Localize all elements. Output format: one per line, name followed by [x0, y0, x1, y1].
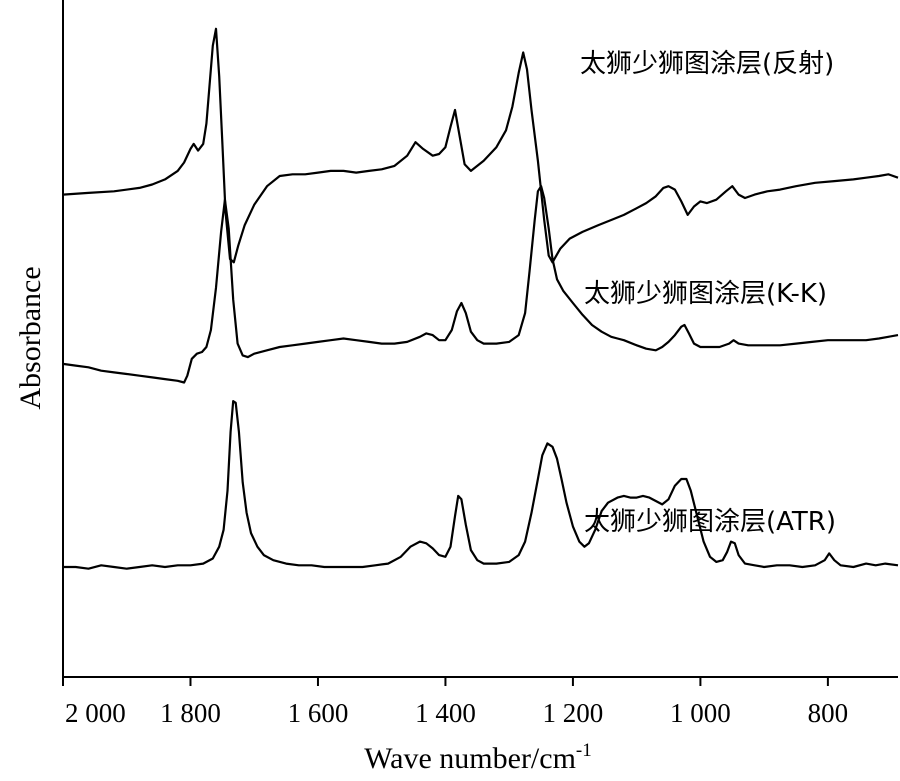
x-tick-label-4: 1 200	[543, 698, 604, 728]
spectra-series	[62, 27, 899, 570]
series-label-1: 太狮少狮图涂层(K-K)	[584, 279, 827, 309]
series-line-2	[63, 400, 899, 570]
x-tick-label-5: 1 000	[670, 698, 731, 728]
x-tick-label-2: 1 600	[288, 698, 349, 728]
x-axis-ticks: 2 000 1 800 1 600 1 400 1 200 1 000 800	[62, 677, 849, 728]
series-label-2: 太狮少狮图涂层(ATR)	[584, 507, 836, 537]
series-label-0: 太狮少狮图涂层(反射)	[580, 49, 834, 79]
x-tick-label-3: 1 400	[415, 698, 476, 728]
series-labels: 太狮少狮图涂层(反射) 太狮少狮图涂层(K-K) 太狮少狮图涂层(ATR)	[580, 49, 836, 537]
x-axis	[62, 0, 898, 678]
x-tick-label-6: 800	[808, 698, 849, 728]
x-tick-label-0: 2 000	[65, 698, 126, 728]
x-tick-label-1: 1 800	[160, 698, 221, 728]
series-line-1	[62, 185, 899, 384]
x-axis-title-superscript: -1	[576, 740, 592, 761]
series-line-0	[62, 27, 899, 264]
x-axis-title: Wave number/cm-1	[364, 740, 592, 775]
y-axis-title: Absorbance	[14, 266, 47, 409]
